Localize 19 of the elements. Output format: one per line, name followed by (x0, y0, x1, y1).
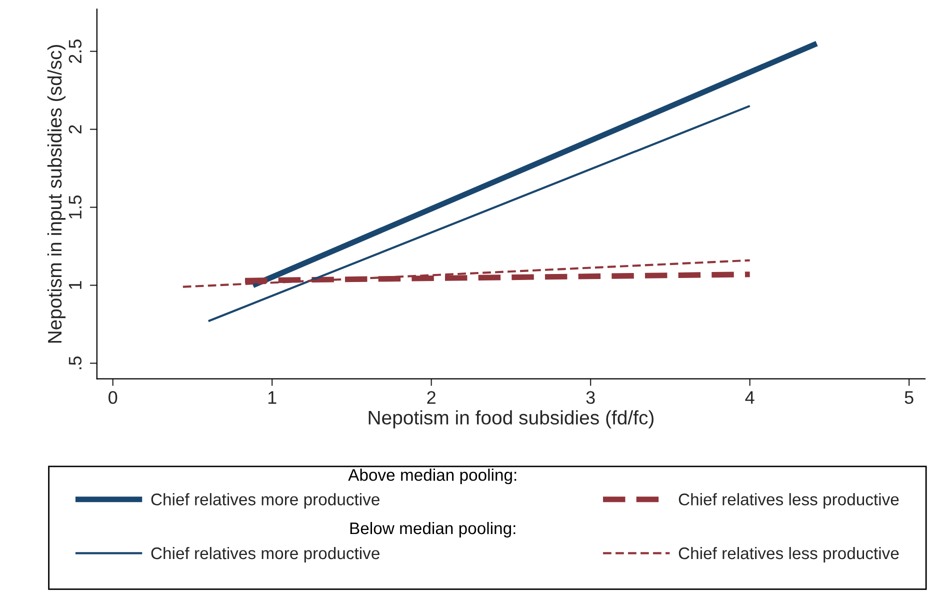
x-tick-label: 5 (904, 391, 914, 404)
text: Below median pooling: (350, 522, 516, 538)
x-tick-label: 4 (745, 391, 754, 404)
x-axis-title: Nepotism in food subsidies (fd/fc) (368, 410, 654, 428)
y-axis-title: Nepotism in input subsidies (sd/sc) (47, 45, 66, 343)
text: Above median pooling: (348, 468, 516, 484)
y-tick-label: 2.5 (68, 40, 82, 63)
legend-label: Chief relatives less productive (678, 493, 899, 509)
x-tick-label: 2 (427, 391, 436, 404)
x-tick-label: 3 (586, 391, 595, 404)
x-tick-label: 1 (268, 391, 276, 404)
y-tick-label: 2 (68, 125, 82, 134)
y-tick-label: .5 (68, 356, 82, 370)
y-tick-label: 1 (68, 281, 82, 289)
x-tick-label: 0 (108, 391, 118, 404)
legend-label: Chief relatives more productive (151, 493, 380, 509)
legend-label: Chief relatives less productive (678, 546, 899, 563)
y-tick-label: 1.5 (68, 196, 82, 218)
legend-label: Chief relatives more productive (151, 546, 380, 563)
